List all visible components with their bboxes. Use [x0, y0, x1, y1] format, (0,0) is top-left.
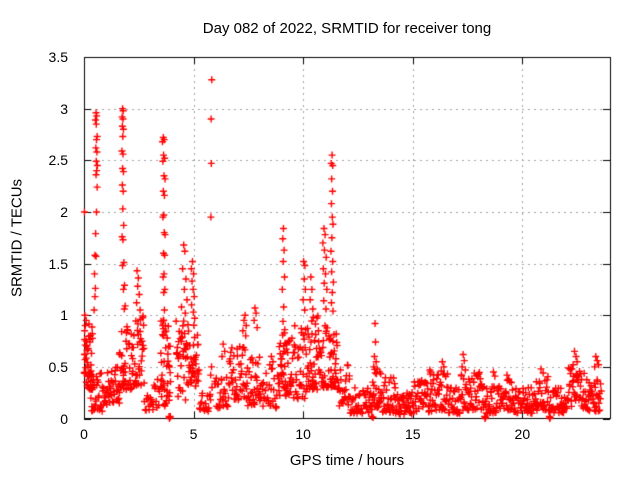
y-tick-label: 0	[60, 410, 68, 427]
x-tick-label: 5	[189, 426, 198, 442]
y-tick-label: 2	[60, 203, 68, 220]
x-tick-label: 15	[404, 426, 421, 442]
chart-title: Day 082 of 2022, SRMTID for receiver ton…	[202, 20, 492, 37]
x-tick-label: 0	[80, 426, 88, 442]
x-axis-label: GPS time / hours	[289, 452, 405, 469]
x-tick-label: 20	[514, 426, 531, 442]
y-tick-label: 1.5	[48, 255, 68, 272]
y-tick-label: 0.5	[48, 358, 68, 375]
x-tick-label: 10	[295, 426, 311, 442]
y-tick-label: 2.5	[48, 152, 68, 169]
y-tick-label: 3	[60, 100, 68, 117]
y-axis-label: SRMTID / TECUs	[8, 178, 26, 298]
y-tick-label: 3.5	[48, 49, 68, 65]
y-tick-label: 1	[60, 307, 68, 324]
